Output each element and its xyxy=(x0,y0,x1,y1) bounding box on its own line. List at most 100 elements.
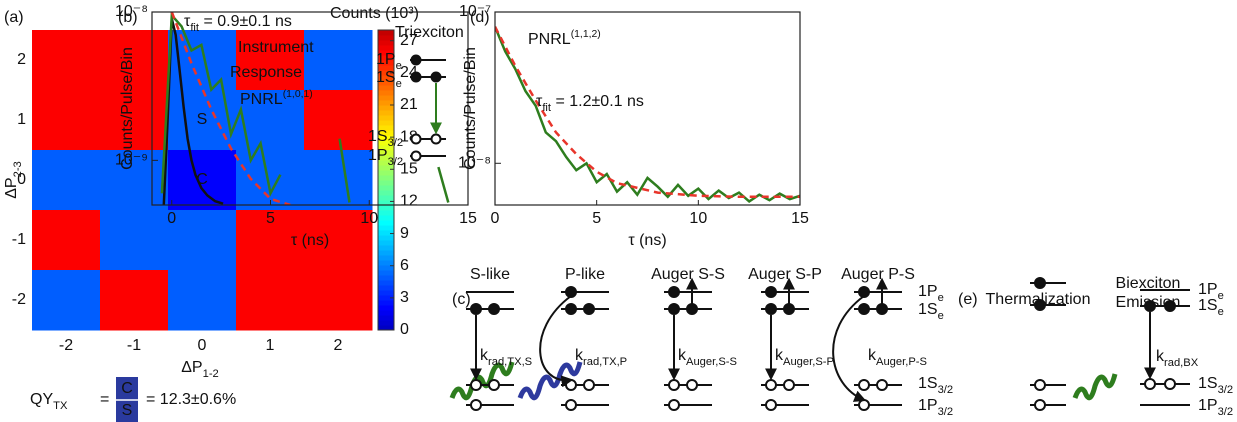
colorbar-slice xyxy=(378,115,394,121)
annotation: Triexciton xyxy=(395,24,464,41)
colorbar-slice xyxy=(378,225,394,231)
label-text: k xyxy=(868,347,877,364)
level-label: 1Pe xyxy=(1198,281,1224,302)
colorbar-slice xyxy=(378,210,394,216)
y-tick-label: 2 xyxy=(17,51,26,68)
colorbar-label: Counts (10³) xyxy=(330,5,419,22)
colorbar-slice xyxy=(378,280,394,286)
label-text: ΔP xyxy=(181,359,202,376)
x-tick-label: -1 xyxy=(127,337,141,354)
electron xyxy=(668,286,680,298)
y-tick-label: 10⁻⁹ xyxy=(115,152,148,169)
colorbar-tick-label: 12 xyxy=(400,193,418,210)
label-sub: 3/2 xyxy=(1218,384,1234,396)
level-label: 1S3/2 xyxy=(918,375,953,396)
heatmap-cell xyxy=(236,210,305,271)
label-sub: 2-3 xyxy=(12,161,24,177)
hole xyxy=(565,399,577,411)
label-text: 1S xyxy=(376,69,396,86)
colorbar-slice xyxy=(378,140,394,146)
hole xyxy=(858,379,870,391)
label-sup: (1,0,1) xyxy=(283,89,313,100)
x-tick-label: 2 xyxy=(334,337,343,354)
colorbar-slice xyxy=(378,255,394,261)
colorbar-tick-label: 21 xyxy=(400,96,418,113)
colorbar-slice xyxy=(378,150,394,156)
hole xyxy=(783,379,795,391)
hole xyxy=(410,150,422,162)
colorbar-slice xyxy=(378,60,394,66)
y-axis-label: ΔP2-3 xyxy=(3,161,24,199)
electron xyxy=(470,303,482,315)
colorbar-slice xyxy=(378,100,394,106)
label-sub: e xyxy=(396,60,402,72)
colorbar-slice xyxy=(378,170,394,176)
level-label: 1Se xyxy=(1198,297,1224,318)
colorbar-tick-label: 3 xyxy=(400,289,409,306)
x-tick-label: 0 xyxy=(198,337,207,354)
colorbar-slice xyxy=(378,105,394,111)
colorbar-slice xyxy=(378,135,394,141)
electron xyxy=(430,71,442,83)
formula-denominator: S xyxy=(122,402,133,419)
rate-label: kAuger,S-P xyxy=(775,347,834,368)
colorbar-slice xyxy=(378,290,394,296)
y-tick-label: 10⁻⁷ xyxy=(459,3,491,20)
hole xyxy=(876,379,888,391)
hole xyxy=(765,399,777,411)
level-label: 1P3/2 xyxy=(1198,397,1233,418)
label-text: k xyxy=(575,347,584,364)
colorbar-slice xyxy=(378,95,394,101)
colorbar-slice xyxy=(378,320,394,326)
colorbar-slice xyxy=(378,260,394,266)
label-sub: Auger,S-S xyxy=(686,356,737,368)
data-line xyxy=(495,26,800,199)
heatmap-cell xyxy=(32,30,101,91)
label-text: Triexciton xyxy=(395,24,464,41)
hole xyxy=(858,399,870,411)
label-sub: e xyxy=(1218,290,1224,302)
x-tick-label: 10 xyxy=(689,210,707,227)
rate-label: krad,TX,P xyxy=(575,347,627,368)
x-tick-label: 5 xyxy=(592,210,601,227)
level-label: 1S3/2 xyxy=(1198,375,1233,396)
electron xyxy=(1034,277,1046,289)
colorbar-slice xyxy=(378,285,394,291)
hole xyxy=(1034,379,1046,391)
transition-arrow xyxy=(832,295,867,402)
electron xyxy=(488,303,500,315)
colorbar-frame xyxy=(377,29,395,331)
data-line xyxy=(160,12,450,203)
colorbar-tick-label: 0 xyxy=(400,321,409,338)
annotation: 1Se xyxy=(376,69,402,90)
y-axis-label: Counts/Pulse/Bin xyxy=(119,47,136,170)
label-sub: fit xyxy=(190,22,200,34)
annotation: Response xyxy=(230,64,302,81)
colorbar-slice xyxy=(378,180,394,186)
colorbar-tick-label: 27 xyxy=(400,32,418,49)
electron xyxy=(410,54,422,66)
heatmap-cell xyxy=(168,210,237,271)
label-text: 1P xyxy=(368,147,388,164)
level-label: 1Pe xyxy=(918,283,944,304)
label-text: 1S xyxy=(918,375,938,392)
rate-label: krad,TX,S xyxy=(480,347,532,368)
x-axis-label: τ (ns) xyxy=(291,232,329,249)
label-sub: 3/2 xyxy=(388,156,404,168)
colorbar-slice xyxy=(378,45,394,51)
hole xyxy=(1164,378,1176,390)
label-sub: rad,TX,P xyxy=(583,356,627,368)
heatmap-cell xyxy=(32,210,101,271)
heatmap-cell xyxy=(236,270,305,331)
hole xyxy=(668,399,680,411)
label-sub: TX xyxy=(53,400,68,412)
colorbar-slice xyxy=(378,155,394,161)
hole xyxy=(410,133,422,145)
y-tick-label: 10⁻⁸ xyxy=(458,155,491,172)
annotation: 1P3/2 xyxy=(368,147,403,168)
electron xyxy=(765,303,777,315)
label-sup: (1,1,2) xyxy=(571,29,601,40)
heatmap-cell xyxy=(100,90,169,151)
electron xyxy=(1034,299,1046,311)
annotation: Instrument xyxy=(238,39,314,56)
